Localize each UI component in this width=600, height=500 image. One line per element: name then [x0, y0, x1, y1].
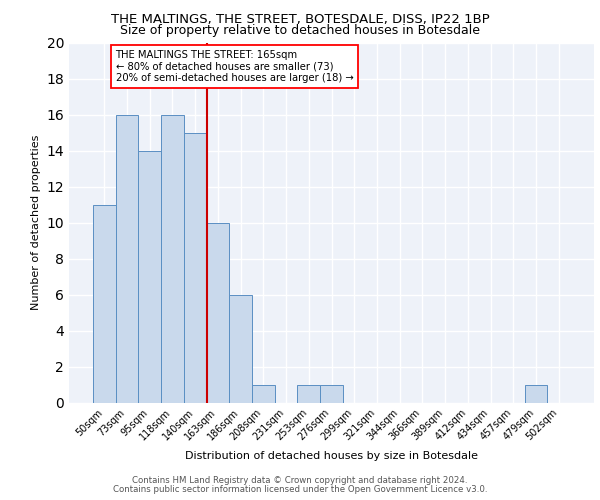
- Bar: [229, 294, 252, 403]
- Text: THE MALTINGS THE STREET: 165sqm
← 80% of detached houses are smaller (73)
20% of: THE MALTINGS THE STREET: 165sqm ← 80% of…: [116, 50, 353, 83]
- X-axis label: Distribution of detached houses by size in Botesdale: Distribution of detached houses by size …: [185, 450, 478, 460]
- Bar: [93, 204, 116, 402]
- Bar: [184, 132, 206, 402]
- Bar: [116, 114, 139, 403]
- Bar: [252, 384, 275, 402]
- Bar: [139, 150, 161, 402]
- Y-axis label: Number of detached properties: Number of detached properties: [31, 135, 41, 310]
- Bar: [320, 384, 343, 402]
- Bar: [161, 114, 184, 403]
- Text: Contains public sector information licensed under the Open Government Licence v3: Contains public sector information licen…: [113, 484, 487, 494]
- Text: Contains HM Land Registry data © Crown copyright and database right 2024.: Contains HM Land Registry data © Crown c…: [132, 476, 468, 485]
- Text: Size of property relative to detached houses in Botesdale: Size of property relative to detached ho…: [120, 24, 480, 37]
- Bar: [206, 222, 229, 402]
- Bar: [524, 384, 547, 402]
- Text: THE MALTINGS, THE STREET, BOTESDALE, DISS, IP22 1BP: THE MALTINGS, THE STREET, BOTESDALE, DIS…: [110, 12, 490, 26]
- Bar: [298, 384, 320, 402]
